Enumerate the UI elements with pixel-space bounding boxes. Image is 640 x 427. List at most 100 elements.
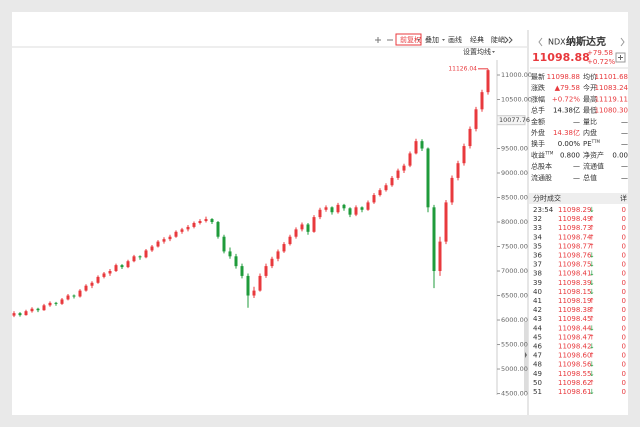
y-tick-label: 11000.00 [501, 71, 532, 79]
candle-body [378, 190, 382, 196]
field-label: 净资产 [583, 150, 604, 159]
toolbar-item[interactable]: 画线 [448, 35, 462, 44]
field-label: 金额 [531, 117, 545, 126]
trade-time: 47 [533, 352, 542, 360]
toolbar-item[interactable]: 前复权 [400, 35, 421, 44]
candle-body [324, 207, 328, 210]
candle-body [48, 302, 52, 306]
field-label: 外盘 [531, 128, 545, 137]
dropdown-caret [492, 51, 495, 53]
trade-volume: 0 [622, 242, 626, 250]
trade-time: 49 [533, 370, 542, 378]
candle-body [18, 313, 22, 316]
trade-time: 33 [533, 224, 542, 232]
candle-body [414, 141, 418, 154]
trade-price: 11098.41 [558, 270, 591, 278]
trade-price: 11098.60 [558, 352, 591, 360]
candle-body [318, 209, 322, 218]
trade-arrow: ↑ [589, 315, 595, 323]
zoom-in[interactable] [375, 37, 381, 43]
candle-body [36, 308, 40, 311]
trade-price: 11098.74 [558, 233, 592, 241]
candle-body [288, 236, 292, 245]
y-tick-label: 10500.00 [501, 95, 532, 103]
field-value: 11083.24 [595, 84, 629, 92]
candle-body [300, 224, 304, 230]
trade-price: 11098.29 [558, 206, 591, 214]
trade-arrow: ↓ [589, 270, 595, 278]
field-sup: TTM [591, 139, 601, 144]
trade-volume: 0 [622, 370, 626, 378]
change: +79.58 [587, 49, 613, 57]
field-label: 总股本 [531, 162, 552, 171]
candle-body [198, 221, 202, 223]
candle-body [462, 146, 466, 164]
field-value: — [621, 118, 628, 126]
candle-body [180, 229, 184, 232]
name: 纳斯达克 [566, 35, 606, 48]
adjust-button[interactable] [395, 33, 422, 46]
price-marker: 10077.76 [499, 116, 530, 124]
trade-arrow: ↑ [589, 333, 595, 341]
scroll-arrow[interactable] [525, 352, 527, 358]
candle-body [12, 313, 16, 316]
candle-body [264, 266, 268, 276]
y-tick-label: 9500.00 [501, 145, 528, 153]
candle-body [90, 282, 94, 286]
candle-body [156, 241, 160, 247]
trade-arrow: ↓ [589, 252, 595, 260]
y-tick-label: 7500.00 [501, 243, 528, 251]
candle-body [444, 202, 448, 242]
trades-detail[interactable]: 详 [620, 194, 627, 203]
candle-body [66, 295, 70, 300]
field-value: 11098.88 [547, 73, 580, 81]
candle-body [426, 148, 430, 208]
trade-time: 50 [533, 379, 542, 387]
trade-arrow: ↑ [589, 215, 595, 223]
max-annotation: 11126.04 [448, 65, 477, 72]
trade-time: 44 [533, 324, 542, 332]
y-tick-label: 5500.00 [501, 341, 528, 349]
field-label: 涨幅 [531, 94, 545, 103]
candle-body [60, 299, 64, 304]
candle-body [468, 128, 472, 147]
trade-arrow: ↓ [589, 279, 595, 287]
y-tick-label: 7000.00 [501, 267, 528, 275]
expand-icon[interactable] [504, 36, 513, 44]
field-value: — [621, 163, 628, 171]
trade-time: 41 [533, 297, 542, 305]
trade-time: 46 [533, 343, 542, 351]
ma-setting[interactable]: 设置均线 [463, 47, 491, 56]
trade-volume: 0 [622, 324, 626, 332]
field-label: 最新 [531, 72, 545, 81]
toolbar-item[interactable]: 叠加 [425, 35, 439, 44]
trade-time: 51 [533, 388, 542, 396]
candle-body [144, 250, 148, 258]
next-arrow[interactable] [620, 37, 625, 47]
candle-body [372, 195, 376, 203]
field-label: 最高 [583, 94, 597, 103]
candle-body [342, 204, 346, 209]
trade-volume: 0 [622, 270, 626, 278]
trade-arrow: ↑ [589, 242, 595, 250]
trade-time: 42 [533, 306, 542, 314]
trade-arrow: ↓ [589, 206, 595, 214]
candle-body [210, 219, 214, 223]
field-value: 11119.11 [595, 95, 628, 103]
candle-body [336, 204, 340, 213]
trade-price: 11098.56 [558, 361, 592, 369]
candle-body [216, 222, 220, 237]
toolbar-item[interactable]: 经典 [470, 35, 484, 44]
prev-arrow[interactable] [538, 37, 543, 47]
scrollbar[interactable] [524, 322, 528, 392]
candle-body [312, 217, 316, 232]
trade-price: 11098.55 [558, 370, 591, 378]
trade-volume: 0 [622, 343, 626, 351]
candle-body [252, 290, 256, 296]
trade-price: 11098.45 [558, 315, 591, 323]
candle-body [168, 236, 172, 240]
toolbar-item[interactable]: 陡峭 [491, 35, 505, 44]
trade-price: 11098.38 [558, 306, 591, 314]
candle-body [228, 251, 232, 257]
